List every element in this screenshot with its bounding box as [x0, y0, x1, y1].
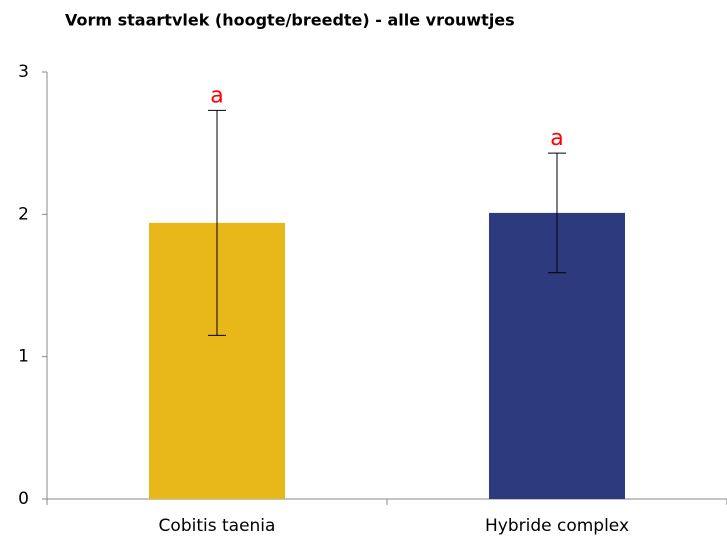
y-tick-label: 2	[18, 204, 29, 224]
y-tick-label: 3	[18, 62, 29, 82]
y-tick-label: 0	[18, 489, 29, 509]
annotation: a	[210, 83, 223, 108]
x-tick-label: Cobitis taenia	[159, 516, 276, 536]
y-tick-label: 1	[18, 347, 29, 367]
annotation: a	[550, 126, 563, 151]
x-tick-label: Hybride complex	[485, 516, 629, 536]
chart-title: Vorm staartvlek (hoogte/breedte) - alle …	[65, 11, 515, 30]
